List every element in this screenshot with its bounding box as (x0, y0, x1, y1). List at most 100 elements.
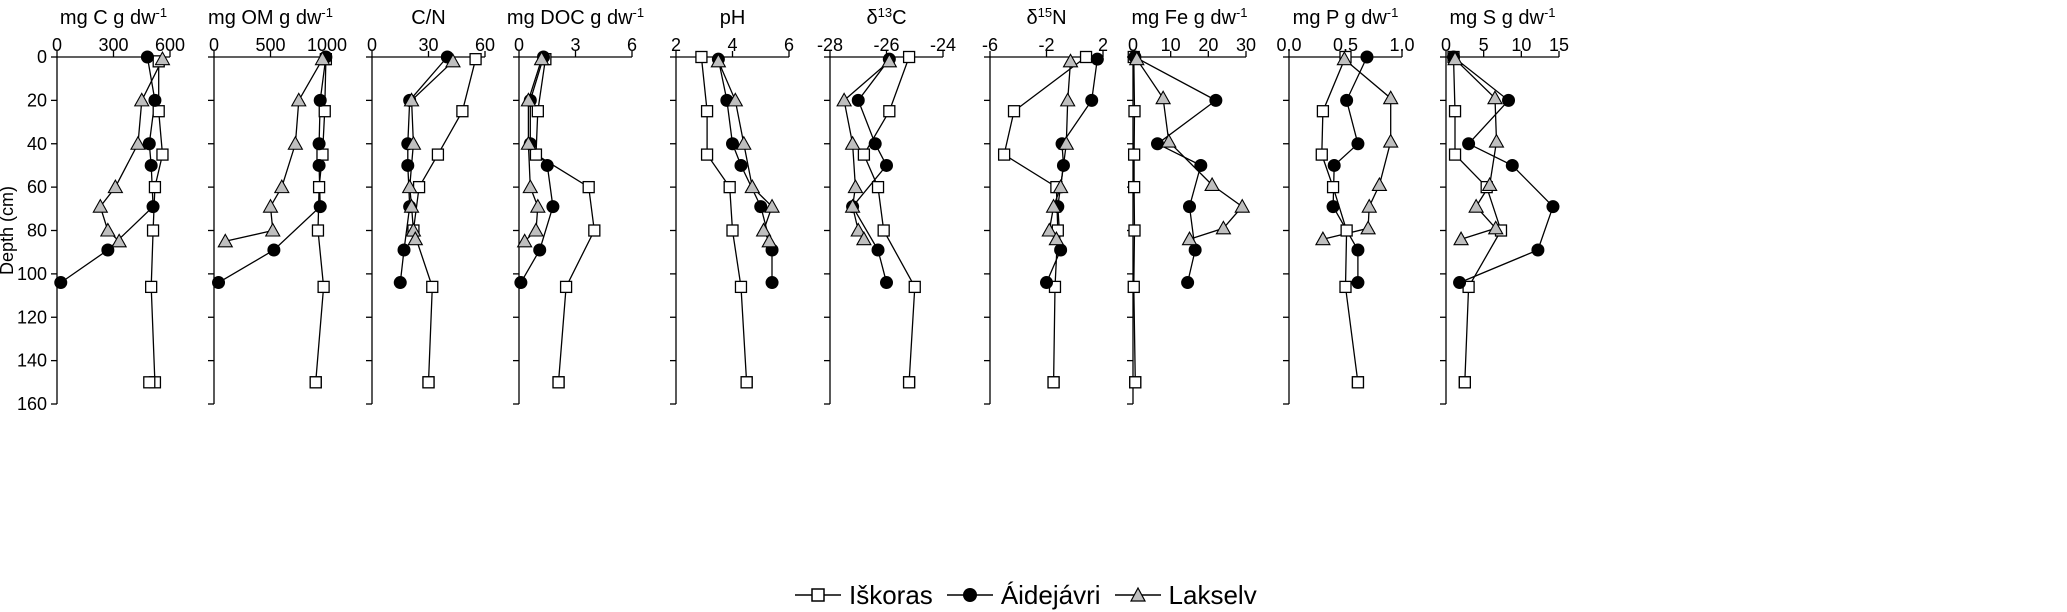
panel-8-point-triangle (1160, 133, 1177, 148)
panel-9-point-square (1351, 376, 1365, 389)
panel-10-point-square (1448, 105, 1462, 118)
panel-2-x-tick-label: 1000 (307, 35, 347, 55)
panel-2-point-circle (212, 276, 226, 290)
panel-2-x-tick-label: 0 (209, 35, 219, 55)
panel-5-point-triangle (755, 222, 772, 237)
panel-10-x-tick-label: 5 (1479, 35, 1489, 55)
panel-5-x-tick-label: 6 (784, 35, 794, 55)
panel-6-point-square (902, 50, 916, 64)
panel-7-point-circle (1085, 93, 1099, 107)
panel-1-point-square (156, 148, 169, 161)
panel-1-point-square (145, 280, 158, 294)
panel-1-point-square (148, 180, 162, 194)
panel-10-point-circle (1505, 158, 1519, 172)
panel-4-point-triangle (516, 233, 533, 248)
panel-6-point-triangle (844, 198, 861, 213)
panel-7-point-triangle (1041, 222, 1058, 237)
panel-4-point-square (559, 280, 573, 294)
panel-3-point-square (422, 376, 435, 389)
panel-4-point-square (588, 224, 601, 237)
panel-5-point-circle (726, 137, 739, 151)
panel-4-point-triangle (522, 178, 539, 194)
y-tick-label: 120 (17, 307, 47, 327)
panel-8-point-square (1128, 224, 1141, 237)
panel-10-title: mg S g dw-1 (1449, 5, 1555, 30)
panel-1-x-tick-label: 0 (52, 35, 62, 55)
panel-9-point-square (1339, 280, 1352, 294)
panel-10-point-circle (1462, 137, 1476, 151)
panel-2-point-triangle (287, 135, 304, 150)
panel-3-point-triangle (401, 178, 418, 194)
legend-marker-square (795, 588, 841, 602)
panel-5-point-square (723, 180, 736, 194)
panel-10-point-circle (1531, 243, 1545, 257)
panel-9-point-circle (1351, 243, 1365, 257)
panel-8-x-tick-label: 20 (1198, 35, 1218, 55)
panel-2-point-triangle (314, 51, 331, 66)
panel-2-point-triangle (264, 222, 281, 237)
panel-4-point-triangle (528, 222, 544, 237)
panel-6-point-square (908, 280, 921, 294)
panel-4-point-circle (540, 158, 554, 172)
panel-1-point-triangle (130, 135, 146, 150)
panel-8-x-tick-label: 0 (1128, 35, 1138, 55)
panel-7-point-triangle (1052, 178, 1069, 194)
panel-1-point-triangle (99, 222, 116, 237)
panel-8-point-triangle (1234, 198, 1251, 213)
panel-8-point-circle (1181, 276, 1195, 290)
panel-7-point-triangle (1048, 231, 1065, 246)
panel-6-point-triangle (855, 231, 872, 246)
panel-2-point-triangle (262, 198, 279, 213)
panel-3-x-tick-label: 30 (418, 35, 438, 55)
panel-4-x-tick-label: 3 (570, 35, 580, 55)
panel-2-point-square (312, 180, 326, 194)
panel-4-series-line-1 (535, 59, 595, 383)
panel-1-point-triangle (107, 178, 124, 194)
panel-8-point-circle (1194, 158, 1208, 172)
panel-9-point-circle (1351, 137, 1365, 151)
panel-10-point-square (1448, 148, 1462, 161)
panel-7-point-circle (1054, 243, 1068, 257)
panel-10-point-triangle (1447, 51, 1463, 66)
panel-7-point-square (1047, 376, 1060, 389)
panel-9-point-triangle (1314, 231, 1331, 246)
y-tick-label: 160 (17, 394, 47, 414)
panel-10-x-tick-label: 15 (1549, 35, 1569, 55)
panel-7-series-line-2 (1045, 59, 1098, 283)
panel-5-point-square (740, 376, 753, 389)
panel-1-point-square (146, 224, 160, 237)
panel-2-point-circle (313, 200, 327, 214)
panel-8-x-tick-label: 10 (1161, 35, 1181, 55)
legend-item-aidejavri: Áidejávri (946, 580, 1101, 611)
panel-4-point-circle (546, 200, 560, 214)
panel-9-point-circle (1327, 158, 1341, 172)
panel-5-point-square (700, 148, 714, 161)
panel-5-point-circle (765, 276, 779, 290)
panel-1-point-square (152, 105, 165, 118)
panel-1-point-circle (148, 93, 162, 107)
panel-2-x-tick-label: 500 (255, 35, 285, 55)
panel-4-point-circle (533, 243, 547, 257)
panel-5-point-triangle (744, 178, 761, 194)
panel-8-point-square (1127, 180, 1141, 194)
panel-8-point-triangle (1204, 176, 1221, 192)
panel-1-point-circle (101, 243, 115, 257)
panel-3-point-triangle (403, 92, 420, 107)
panel-3-point-circle (401, 158, 415, 172)
panel-8-point-square (1127, 148, 1141, 161)
panel-10-x-tick-label: 0 (1441, 35, 1451, 55)
panel-9-point-square (1315, 148, 1328, 161)
panel-9-point-square (1340, 224, 1353, 237)
panel-10-point-triangle (1481, 176, 1498, 192)
panel-9-point-square (1326, 180, 1340, 194)
panel-2-point-triangle (273, 178, 290, 194)
panel-10-point-square (1458, 376, 1471, 389)
panel-4-point-triangle (520, 92, 537, 107)
panel-9-point-square (1316, 105, 1330, 118)
panel-5-point-circle (754, 200, 768, 214)
legend-marker-triangle (1114, 586, 1161, 602)
panel-8-point-circle (1188, 243, 1202, 257)
panel-1-point-square (143, 376, 156, 389)
panel-5-series-line-2 (717, 59, 773, 283)
